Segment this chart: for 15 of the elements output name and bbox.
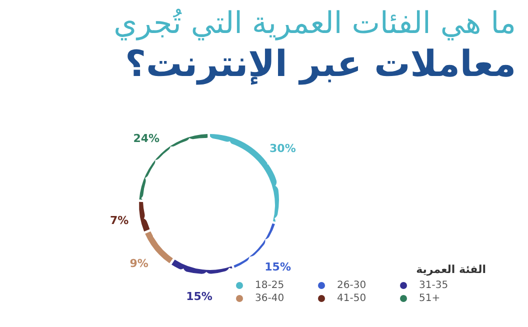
data-label: 7% <box>110 214 129 227</box>
chart-title: ما هي الفئات العمرية التي تُجري <box>114 5 516 43</box>
legend-label: 31-35 <box>419 280 448 291</box>
data-label: 9% <box>130 257 148 270</box>
legend-label: 36-40 <box>255 293 284 304</box>
data-label: 15% <box>264 260 291 274</box>
legend-label: 51+ <box>419 293 440 304</box>
legend-label: 18-25 <box>255 280 284 291</box>
legend-label: 41-50 <box>337 293 366 304</box>
chart-subtitle: معاملات عبر الإنترنت؟ <box>125 43 516 87</box>
legend-title: الفئة العمرية <box>416 263 486 276</box>
legend-label: 26-30 <box>337 280 366 291</box>
data-label: 15% <box>186 290 212 303</box>
data-label: 24% <box>133 132 160 146</box>
data-label: 30% <box>270 142 296 156</box>
